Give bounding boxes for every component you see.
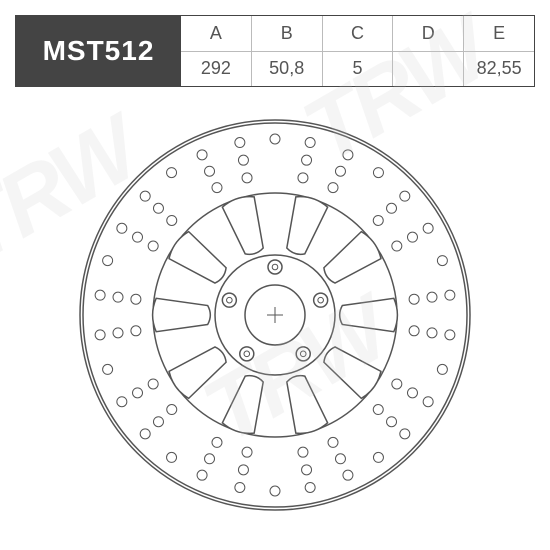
val-c: 5	[323, 52, 394, 87]
col-d: D	[393, 16, 464, 51]
val-e: 82,55	[464, 52, 534, 87]
spec-header-row: A B C D E	[181, 16, 534, 52]
spec-value-row: 292 50,8 5 82,55	[181, 52, 534, 87]
col-c: C	[323, 16, 394, 51]
val-a: 292	[181, 52, 252, 87]
part-number: MST512	[16, 16, 181, 86]
spec-table: A B C D E 292 50,8 5 82,55	[181, 16, 534, 86]
val-b: 50,8	[252, 52, 323, 87]
col-b: B	[252, 16, 323, 51]
col-e: E	[464, 16, 534, 51]
val-d	[393, 52, 464, 87]
header: MST512 A B C D E 292 50,8 5 82,55	[15, 15, 535, 87]
col-a: A	[181, 16, 252, 51]
disc-diagram: TRW TRW TRW	[0, 100, 550, 530]
disc-svg	[0, 100, 550, 530]
